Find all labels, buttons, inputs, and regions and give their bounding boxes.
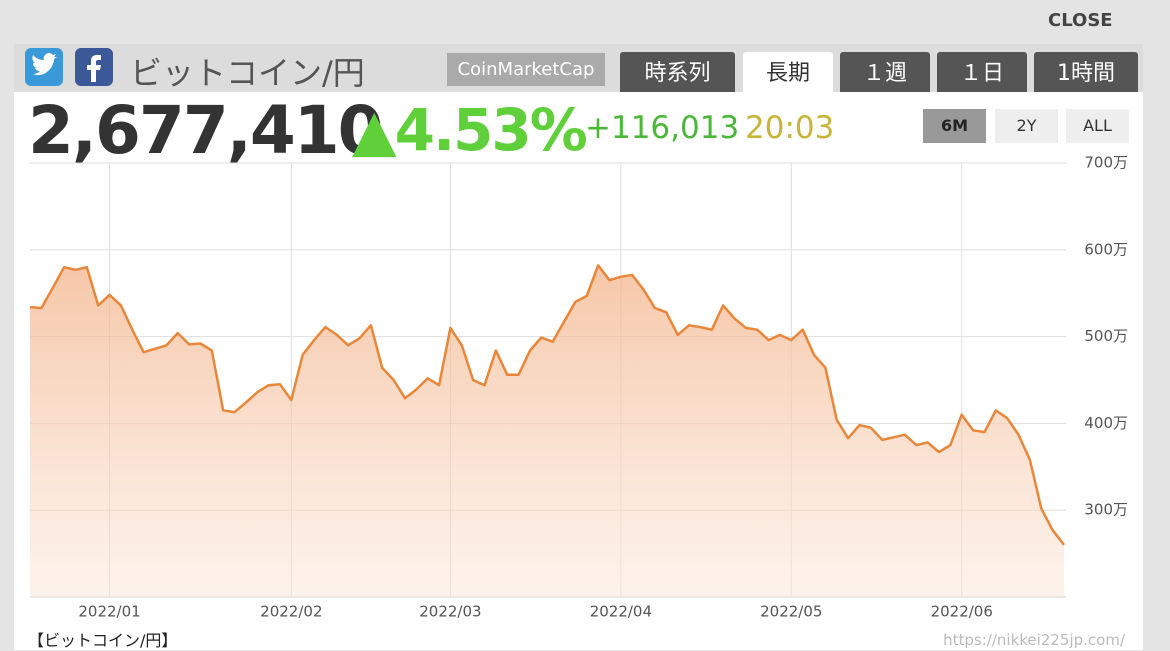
twitter-icon[interactable] [25, 48, 63, 86]
x-tick-label: 2022/01 [78, 603, 140, 621]
footer-label: 【ビットコイン/円】 [28, 631, 178, 650]
range-button[interactable]: 6M [923, 109, 986, 143]
area-fill [30, 265, 1064, 597]
change: +116,013 [585, 110, 740, 146]
price-line [29, 264, 1065, 546]
close-button[interactable]: CLOSE [1048, 10, 1113, 31]
x-tick-label: 2022/06 [931, 603, 993, 621]
tab[interactable]: 1時間 [1034, 52, 1138, 92]
tab[interactable]: １日 [937, 52, 1027, 92]
footer-url: https://nikkei225jp.com/ [943, 631, 1125, 649]
y-tick-label: 500万 [1084, 327, 1128, 345]
source-badge[interactable]: CoinMarketCap [447, 53, 605, 86]
time: 20:03 [745, 110, 835, 146]
range-button[interactable]: ALL [1066, 109, 1129, 143]
x-tick-label: 2022/05 [760, 603, 822, 621]
y-tick-label: 600万 [1084, 240, 1128, 258]
tab[interactable]: 長期 [743, 52, 833, 92]
y-tick-label: 400万 [1084, 414, 1128, 432]
facebook-icon[interactable] [75, 48, 113, 86]
tab[interactable]: 時系列 [620, 52, 735, 92]
y-tick-label: 700万 [1084, 154, 1128, 172]
title: ビットコイン/円 [130, 54, 365, 92]
x-tick-label: 2022/02 [260, 603, 322, 621]
x-tick-label: 2022/03 [419, 603, 481, 621]
x-tick-label: 2022/04 [590, 603, 652, 621]
change-percent: ▲4.53% [352, 96, 588, 164]
tab[interactable]: １週 [840, 52, 930, 92]
range-button[interactable]: 2Y [995, 109, 1058, 143]
price: 2,677,410 [28, 92, 384, 169]
y-tick-label: 300万 [1084, 501, 1128, 519]
